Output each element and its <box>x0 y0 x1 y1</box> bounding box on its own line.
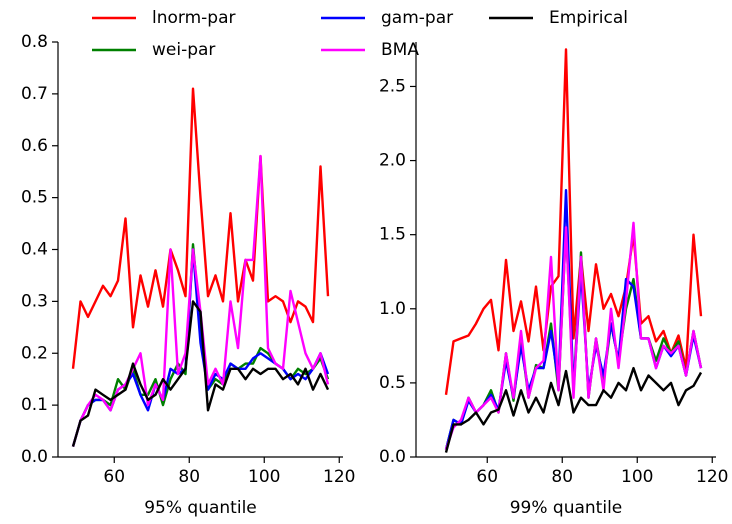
x-axis-label: 99% quantile <box>510 498 623 518</box>
series-line <box>71 87 330 369</box>
y-tick-label: 2.0 <box>379 151 406 171</box>
legend-label: BMA <box>381 40 419 60</box>
series-line <box>71 300 330 447</box>
y-tick-label: 0.1 <box>21 395 48 415</box>
x-tick-label: 100 <box>248 467 280 487</box>
series-line <box>444 221 703 450</box>
x-tick-label: 80 <box>551 467 573 487</box>
y-tick-label: 0.8 <box>21 32 48 52</box>
y-tick-label: 0.2 <box>21 343 48 363</box>
y-tick-label: 0.0 <box>379 447 406 467</box>
y-tick-label: 0.6 <box>21 136 48 156</box>
x-tick-label: 80 <box>178 467 200 487</box>
y-tick-label: 1.0 <box>379 299 406 319</box>
legend-label: Empirical <box>549 8 628 28</box>
x-tick-label: 120 <box>696 467 728 487</box>
y-tick-label: 0.5 <box>21 188 48 208</box>
x-axis-label: 95% quantile <box>144 498 257 518</box>
y-tick-label: 0.3 <box>21 291 48 311</box>
y-tick-label: 0.7 <box>21 84 48 104</box>
y-tick-label: 1.5 <box>379 225 406 245</box>
x-tick-label: 60 <box>476 467 498 487</box>
y-tick-label: 0.5 <box>379 373 406 393</box>
y-tick-label: 0.0 <box>21 447 48 467</box>
y-tick-label: 0.4 <box>21 240 48 260</box>
x-tick-label: 60 <box>103 467 125 487</box>
plot <box>444 48 703 453</box>
series-line <box>71 248 330 447</box>
plot <box>71 87 330 447</box>
x-tick-label: 120 <box>323 467 355 487</box>
series-line <box>444 48 703 395</box>
x-tick-label: 100 <box>621 467 653 487</box>
legend-label: gam-par <box>381 8 453 28</box>
legend-label: wei-par <box>152 40 215 60</box>
series-line <box>444 366 703 453</box>
y-tick-label: 2.5 <box>379 76 406 96</box>
legend-label: lnorm-par <box>152 8 235 28</box>
